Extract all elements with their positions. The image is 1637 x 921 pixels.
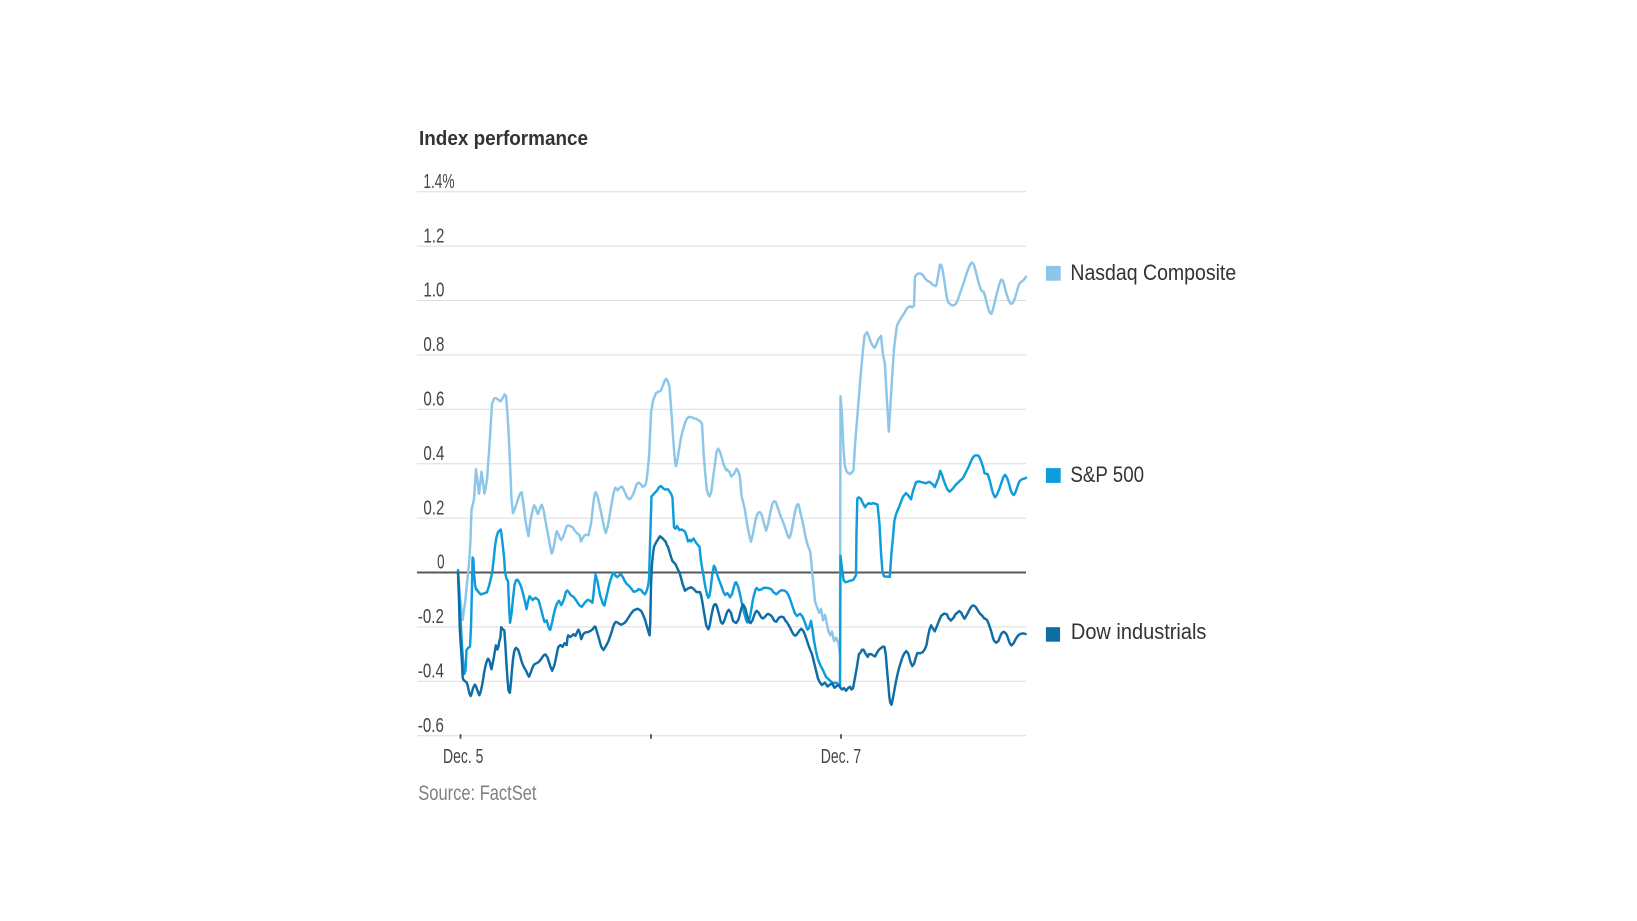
svg-text:-0.6: -0.6 xyxy=(418,715,444,737)
svg-text:0.2: 0.2 xyxy=(423,497,444,519)
svg-text:Index performance: Index performance xyxy=(419,128,588,150)
svg-text:1.4%: 1.4% xyxy=(423,171,454,193)
svg-text:-0.4: -0.4 xyxy=(418,661,444,683)
svg-text:Dow industrials: Dow industrials xyxy=(1071,619,1207,644)
svg-text:Dec. 5: Dec. 5 xyxy=(443,746,483,768)
svg-text:Source: FactSet: Source: FactSet xyxy=(418,782,536,805)
svg-text:0.4: 0.4 xyxy=(423,443,444,465)
svg-text:0: 0 xyxy=(437,552,444,574)
svg-text:1.2: 1.2 xyxy=(423,225,444,247)
svg-text:S&P 500: S&P 500 xyxy=(1070,462,1144,487)
svg-text:1.0: 1.0 xyxy=(423,280,444,302)
svg-text:Nasdaq Composite: Nasdaq Composite xyxy=(1070,260,1236,285)
svg-text:-0.2: -0.2 xyxy=(418,606,444,628)
svg-text:Dec. 7: Dec. 7 xyxy=(821,746,861,768)
svg-text:0.6: 0.6 xyxy=(423,389,444,411)
svg-text:0.8: 0.8 xyxy=(423,334,444,356)
